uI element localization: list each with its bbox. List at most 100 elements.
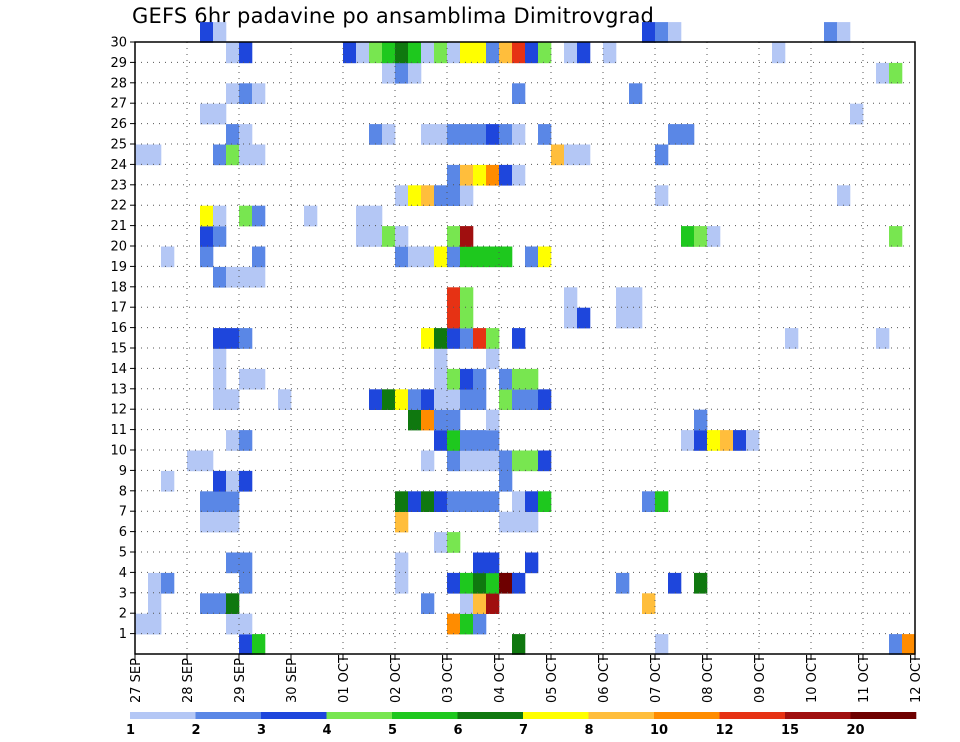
heatmap-cell xyxy=(499,124,513,145)
heatmap-cell xyxy=(681,124,695,145)
heatmap-cell xyxy=(226,491,240,512)
heatmap-cell xyxy=(395,572,409,594)
heatmap-cell xyxy=(460,572,474,594)
heatmap-cell xyxy=(239,368,253,390)
colorbar-layer: 1 2 3 4 5 6 7 8 10 12 15 20 xyxy=(126,712,917,738)
heatmap-cell xyxy=(382,124,396,145)
heatmap-cell xyxy=(369,42,383,64)
x-tick-label: 27 SEP xyxy=(129,658,144,703)
heatmap-cell xyxy=(460,185,474,206)
heatmap-cell xyxy=(148,593,162,614)
heatmap-cell xyxy=(902,634,916,655)
heatmap-cell xyxy=(538,124,552,145)
heatmap-cell xyxy=(876,328,890,349)
heatmap-cell xyxy=(148,572,162,594)
heatmap-cell xyxy=(395,491,409,512)
heatmap-cell xyxy=(447,287,461,308)
heatmap-cell xyxy=(499,368,513,390)
heatmap-cell xyxy=(343,42,357,64)
heatmap-cell xyxy=(707,430,721,451)
heatmap-cell xyxy=(850,103,864,125)
heatmap-cell xyxy=(603,42,617,64)
heatmap-cell xyxy=(239,124,253,145)
heatmap-cell xyxy=(447,328,461,349)
heatmap-cell xyxy=(824,22,838,43)
heatmap-cell xyxy=(447,613,461,635)
colorbar-label: 6 xyxy=(454,723,463,738)
heatmap-cell xyxy=(226,42,240,64)
heatmap-cell xyxy=(434,491,448,512)
heatmap-cell xyxy=(382,226,396,247)
heatmap-cell xyxy=(577,307,591,329)
heatmap-cell xyxy=(408,62,422,84)
y-tick-label: 6 xyxy=(119,525,127,540)
y-tick-label: 28 xyxy=(110,76,127,91)
heatmap-cell xyxy=(499,246,513,268)
heatmap-cell xyxy=(161,572,175,594)
heatmap-cell xyxy=(252,144,266,166)
y-tick-label: 4 xyxy=(119,566,127,581)
heatmap-cell xyxy=(889,226,903,247)
heatmap-cell xyxy=(876,62,890,84)
heatmap-cell xyxy=(421,491,435,512)
heatmap-cell xyxy=(239,266,253,288)
heatmap-cell xyxy=(200,246,214,268)
y-tick-label: 13 xyxy=(110,382,127,397)
heatmap-cell xyxy=(889,634,903,655)
heatmap-cell xyxy=(278,389,292,410)
heatmap-cell xyxy=(434,532,448,553)
colorbar-swatch xyxy=(523,712,589,719)
heatmap-cell xyxy=(616,307,630,329)
y-tick-label: 5 xyxy=(119,546,127,561)
heatmap-cell xyxy=(239,83,253,104)
heatmap-cell xyxy=(499,470,513,492)
heatmap-cell xyxy=(226,430,240,451)
heatmap-cell xyxy=(460,389,474,410)
x-tick-label: 04 OCT xyxy=(493,655,508,703)
heatmap-cell xyxy=(460,287,474,308)
heatmap-cell xyxy=(512,491,526,512)
heatmap-cell xyxy=(213,491,227,512)
heatmap-cell xyxy=(200,103,214,125)
heatmap-cell xyxy=(629,307,643,329)
heatmap-cell xyxy=(460,328,474,349)
heatmap-cell xyxy=(421,124,435,145)
heatmap-cell xyxy=(434,185,448,206)
heatmap-cell xyxy=(395,511,409,533)
x-tick-label: 07 OCT xyxy=(649,655,664,703)
heatmap-cell xyxy=(213,348,227,370)
colorbar-label: 7 xyxy=(519,723,528,738)
heatmap-cell xyxy=(395,552,409,574)
y-tick-label: 25 xyxy=(110,138,127,153)
heatmap-cell xyxy=(499,42,513,64)
heatmap-cell xyxy=(473,572,487,594)
heatmap-cell xyxy=(525,42,539,64)
y-tick-label: 19 xyxy=(110,260,127,275)
heatmap-cell xyxy=(135,613,149,635)
heatmap-cell xyxy=(460,307,474,329)
heatmap-cell xyxy=(486,246,500,268)
heatmap-cell xyxy=(616,287,630,308)
heatmap-cell xyxy=(551,144,565,166)
heatmap-cell xyxy=(499,164,513,186)
heatmap-cell xyxy=(512,450,526,472)
heatmap-cell xyxy=(395,62,409,84)
heatmap-cell xyxy=(525,450,539,472)
heatmap-cell xyxy=(564,307,578,329)
heatmap-cell xyxy=(655,22,669,43)
heatmap-cell xyxy=(512,511,526,533)
x-tick-label: 28 SEP xyxy=(181,658,196,703)
heatmap-cell xyxy=(473,42,487,64)
heatmap-cell xyxy=(239,430,253,451)
heatmap-cell xyxy=(226,593,240,614)
heatmap-cell xyxy=(369,226,383,247)
heatmap-cell xyxy=(161,470,175,492)
heatmap-cell xyxy=(538,450,552,472)
heatmap-cell xyxy=(408,389,422,410)
heatmap-cell xyxy=(460,450,474,472)
heatmap-cell xyxy=(460,42,474,64)
heatmap-cell xyxy=(772,42,786,64)
heatmap-cell xyxy=(447,532,461,553)
colorbar-swatch xyxy=(392,712,458,719)
